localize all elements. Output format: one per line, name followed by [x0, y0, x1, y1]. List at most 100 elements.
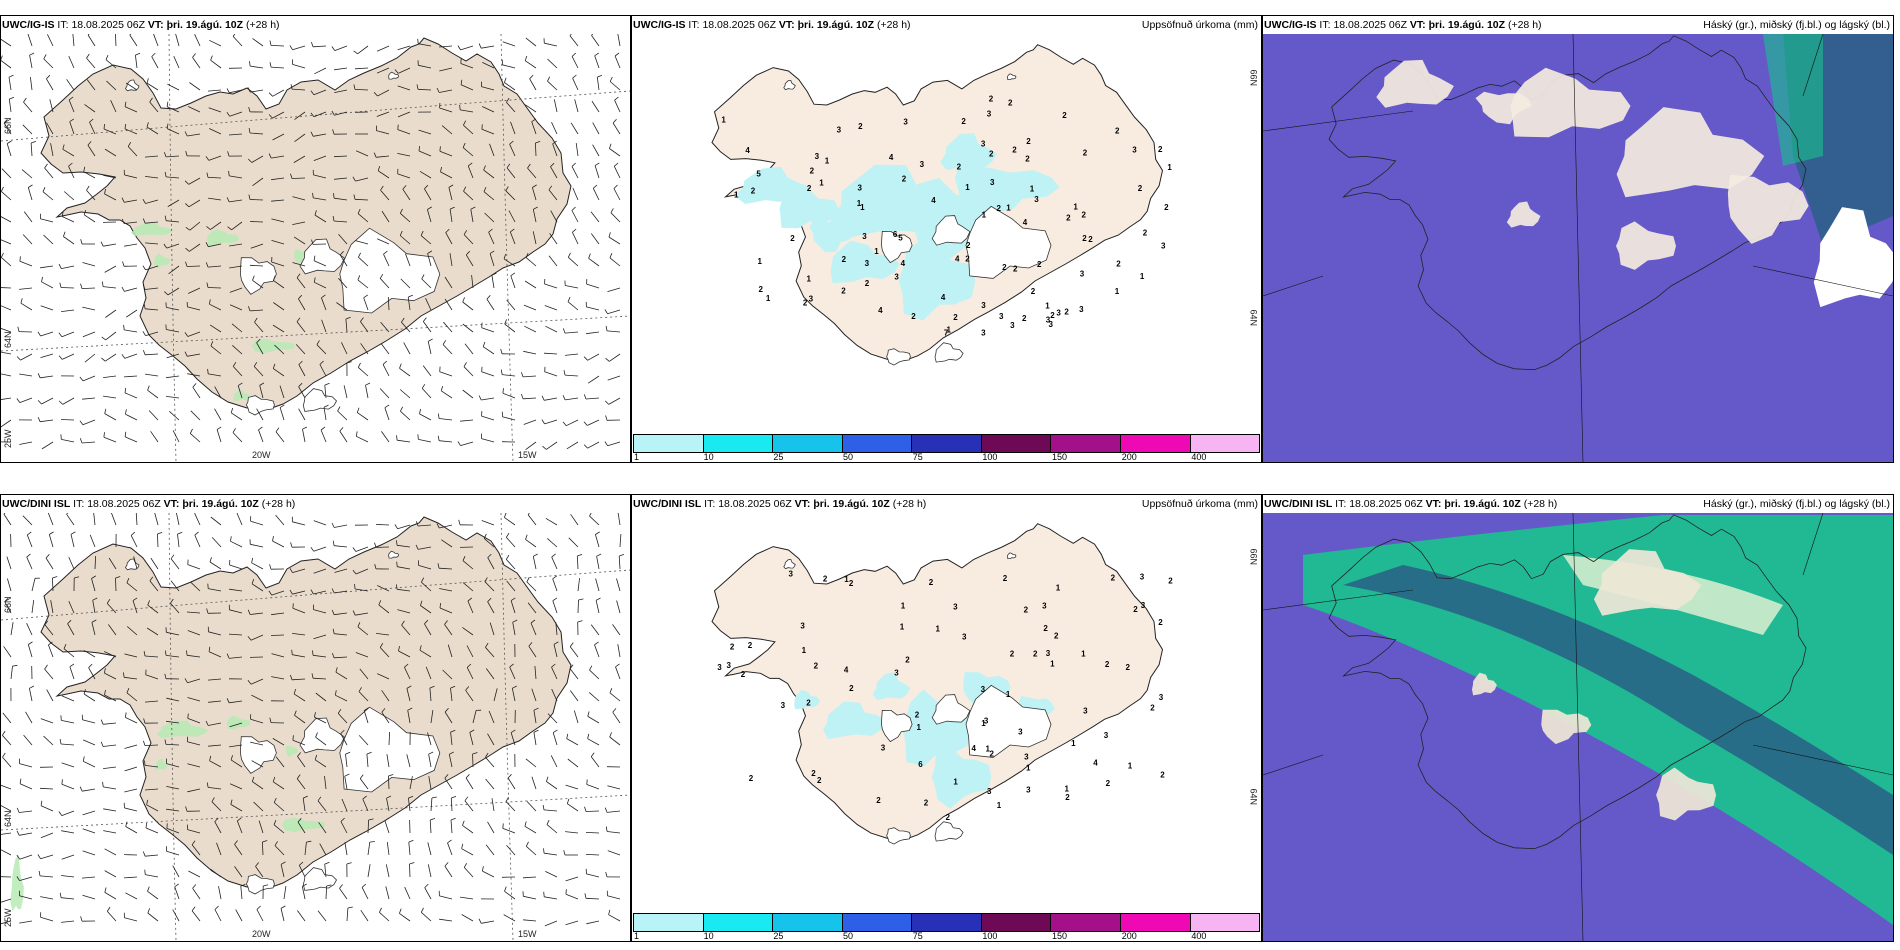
wind-barb — [289, 589, 306, 595]
wind-barb — [510, 597, 516, 614]
map-panel: 66N 64N 25W 20W 15W UWC/IG-IS IT: 18.08.2025 … — [0, 15, 631, 463]
wind-barb — [1, 832, 12, 835]
wind-barb — [275, 514, 285, 526]
wind-barb — [80, 239, 95, 245]
wind-barb — [279, 404, 285, 421]
wind-barb — [209, 755, 222, 768]
wind-barb — [447, 644, 453, 658]
precip-value-label: 2 — [858, 122, 863, 131]
precip-value-label: 2 — [929, 578, 934, 587]
wind-barb — [565, 353, 579, 356]
wind-barb — [542, 441, 558, 450]
wind-barb — [367, 864, 371, 878]
wind-barb — [289, 568, 306, 573]
wind-barb — [418, 129, 432, 135]
wind-barb — [586, 279, 600, 289]
precip-value-label: 1 — [1128, 762, 1133, 771]
wind-barb — [508, 210, 516, 223]
wind-barb — [397, 45, 411, 51]
wind-barb — [588, 692, 600, 702]
panel-header-band — [1263, 16, 1893, 34]
wind-barb — [248, 306, 264, 312]
wind-barb — [462, 297, 474, 311]
wind-barb — [500, 348, 516, 355]
precip-value-label: 2 — [946, 813, 951, 822]
wind-barb — [583, 394, 600, 400]
precip-value-label: 3 — [727, 661, 732, 670]
wind-barb — [506, 299, 516, 311]
wind-barb — [10, 664, 18, 680]
wind-barb — [566, 441, 579, 450]
wind-barb — [247, 155, 264, 163]
wind-barb — [209, 557, 222, 570]
wind-barb — [124, 101, 138, 113]
glacier-outline — [388, 550, 400, 559]
wind-barb — [79, 375, 96, 382]
wind-barb — [187, 763, 201, 768]
wind-barb — [232, 31, 243, 47]
panel-lead: (+28 h) — [261, 498, 296, 510]
wind-barb — [362, 795, 369, 812]
wind-barb — [124, 766, 138, 772]
wind-barb — [404, 663, 411, 680]
wind-barb — [394, 67, 411, 74]
precip-value-label: 2 — [1160, 771, 1165, 780]
colorbar-swatch — [842, 435, 913, 452]
wind-barb — [589, 511, 600, 526]
wind-barb — [105, 54, 117, 69]
precip-value-label: 2 — [989, 149, 994, 158]
colorbar-labels: 1 10 25 50 75 100 150 200 400 — [633, 452, 1260, 462]
wind-barb — [315, 732, 327, 746]
wind-barb — [164, 673, 180, 680]
wind-barb — [562, 328, 579, 334]
wind-barb — [7, 578, 12, 592]
wind-barb — [310, 589, 327, 595]
wind-barb — [331, 110, 348, 116]
precip-value-label: 3 — [800, 622, 805, 631]
wind-barb — [405, 253, 411, 267]
wind-barb — [168, 265, 180, 275]
panel-it: 18.08.2025 06Z — [87, 498, 161, 510]
wind-barb — [425, 666, 432, 680]
wind-barb — [402, 185, 411, 201]
wind-barb — [50, 143, 54, 157]
panel-model: UWC/DINI ISL — [2, 498, 71, 510]
wind-barb — [485, 752, 495, 768]
wind-barb — [534, 665, 537, 680]
wind-barb — [17, 326, 33, 333]
wind-barb — [462, 820, 474, 834]
precip-value-label: 2 — [1158, 618, 1163, 627]
wind-barb — [571, 162, 579, 179]
wind-barb — [67, 619, 75, 636]
wind-barb — [46, 689, 54, 702]
wind-barb — [146, 78, 159, 91]
glacier-outline — [886, 348, 911, 366]
wind-barb — [248, 106, 264, 113]
wind-barb — [471, 275, 474, 289]
precip-value-label: 1 — [1045, 301, 1050, 310]
precip-value-label: 1 — [802, 646, 807, 655]
wind-barb — [226, 653, 243, 659]
wind-barb — [121, 218, 138, 224]
wind-barb — [346, 361, 352, 377]
wind-barb — [388, 774, 394, 790]
wind-barb — [509, 140, 516, 157]
wind-barb — [42, 187, 54, 201]
precip-value-label: 3 — [990, 178, 995, 187]
wind-barb — [542, 804, 558, 812]
wind-barb — [344, 842, 348, 856]
wind-map — [1, 509, 630, 941]
wind-barb — [385, 864, 390, 878]
wind-barb — [564, 280, 579, 289]
wind-barb — [522, 891, 537, 900]
colorbar-tick-label: 400 — [1191, 452, 1207, 462]
wind-barb — [124, 431, 138, 443]
precip-value-label: 3 — [1046, 316, 1051, 325]
wind-barb — [292, 59, 306, 69]
wind-barb — [439, 102, 453, 113]
wind-barb — [94, 555, 96, 570]
precip-value-label: 1 — [1071, 739, 1076, 748]
precip-value-label: 1 — [734, 191, 739, 200]
colorbar-swatch — [912, 914, 982, 931]
wind-barb — [258, 820, 264, 834]
